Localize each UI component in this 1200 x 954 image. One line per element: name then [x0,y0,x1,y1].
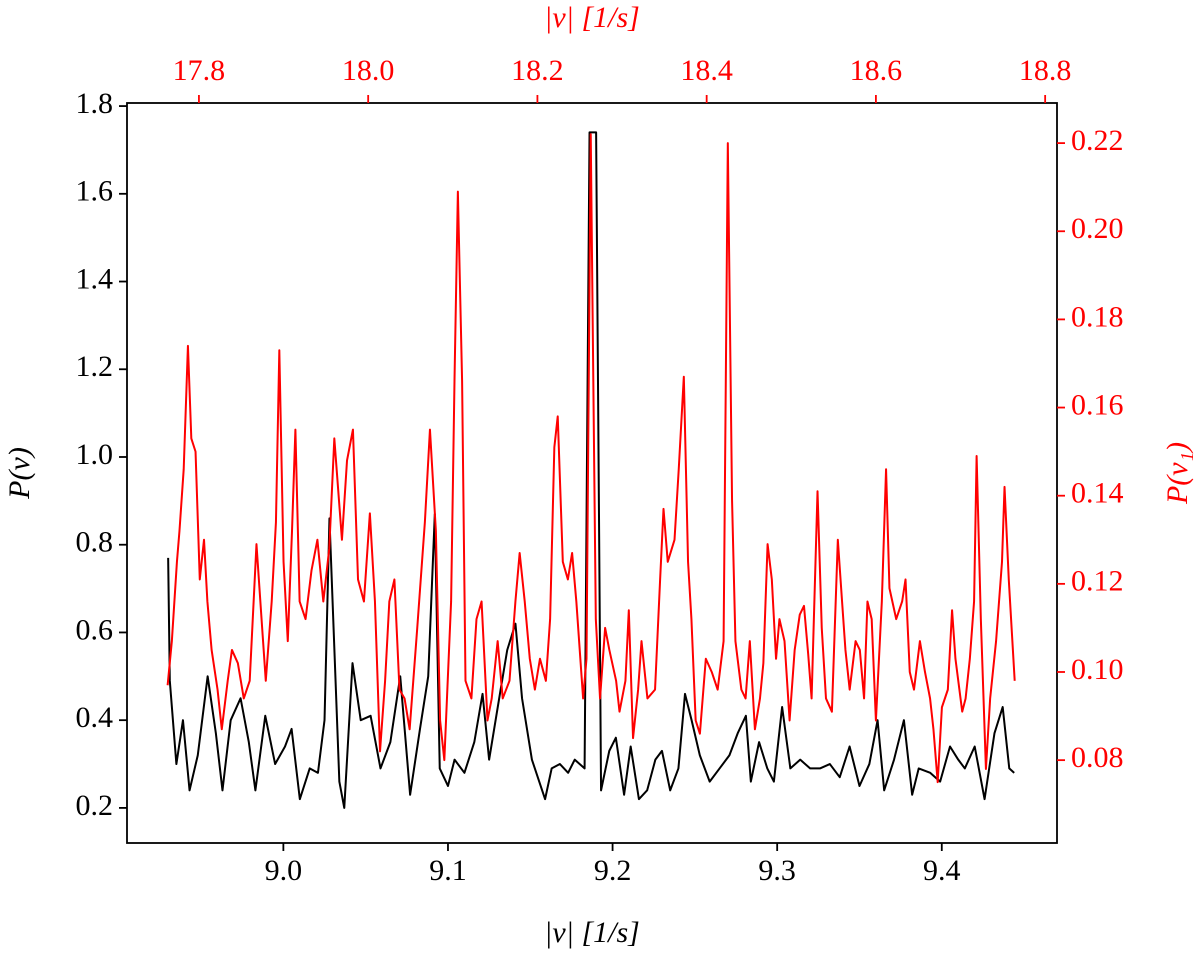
x-tick-label: 9.0 [265,854,303,887]
x2-tick-label: 18.2 [511,54,564,87]
x2-axis-label: |ν| [1/s] [544,1,640,34]
y-tick-label: 1.2 [76,350,114,383]
series-line [167,131,1015,809]
x-tick-label: 9.2 [594,854,632,887]
y2-tick-label: 0.14 [1071,477,1124,510]
y2-axis-label: P(ν₁) [1161,442,1194,505]
y-tick-label: 1.4 [76,262,114,295]
x-axis-label: |ν| [1/s] [544,916,640,949]
y-axis-label: P(ν) [3,447,36,500]
x2-tick-label: 17.8 [173,54,226,87]
y2-tick-label: 0.12 [1071,565,1124,598]
y2-tick-label: 0.22 [1071,124,1124,157]
y-tick-label: 0.4 [76,701,114,734]
x-tick-label: 9.1 [429,854,467,887]
x2-tick-label: 18.4 [680,54,733,87]
plot-frame [126,102,1058,844]
y2-tick-label: 0.16 [1071,388,1124,421]
y2-tick-label: 0.08 [1071,741,1124,774]
y-tick-label: 0.2 [76,789,114,822]
y2-tick-label: 0.10 [1071,653,1124,686]
series-line [166,133,1016,784]
x-tick-label: 9.4 [923,854,961,887]
x2-tick-label: 18.8 [1019,54,1072,87]
y-tick-label: 1.0 [76,438,114,471]
y-tick-label: 1.6 [76,175,114,208]
y2-tick-label: 0.20 [1071,212,1124,245]
x2-tick-label: 18.6 [850,54,903,87]
x2-tick-label: 18.0 [342,54,395,87]
x-tick-label: 9.3 [758,854,796,887]
y-tick-label: 1.8 [76,87,114,120]
y-tick-label: 0.8 [76,526,114,559]
y-tick-label: 0.6 [76,613,114,646]
y2-tick-label: 0.18 [1071,300,1124,333]
